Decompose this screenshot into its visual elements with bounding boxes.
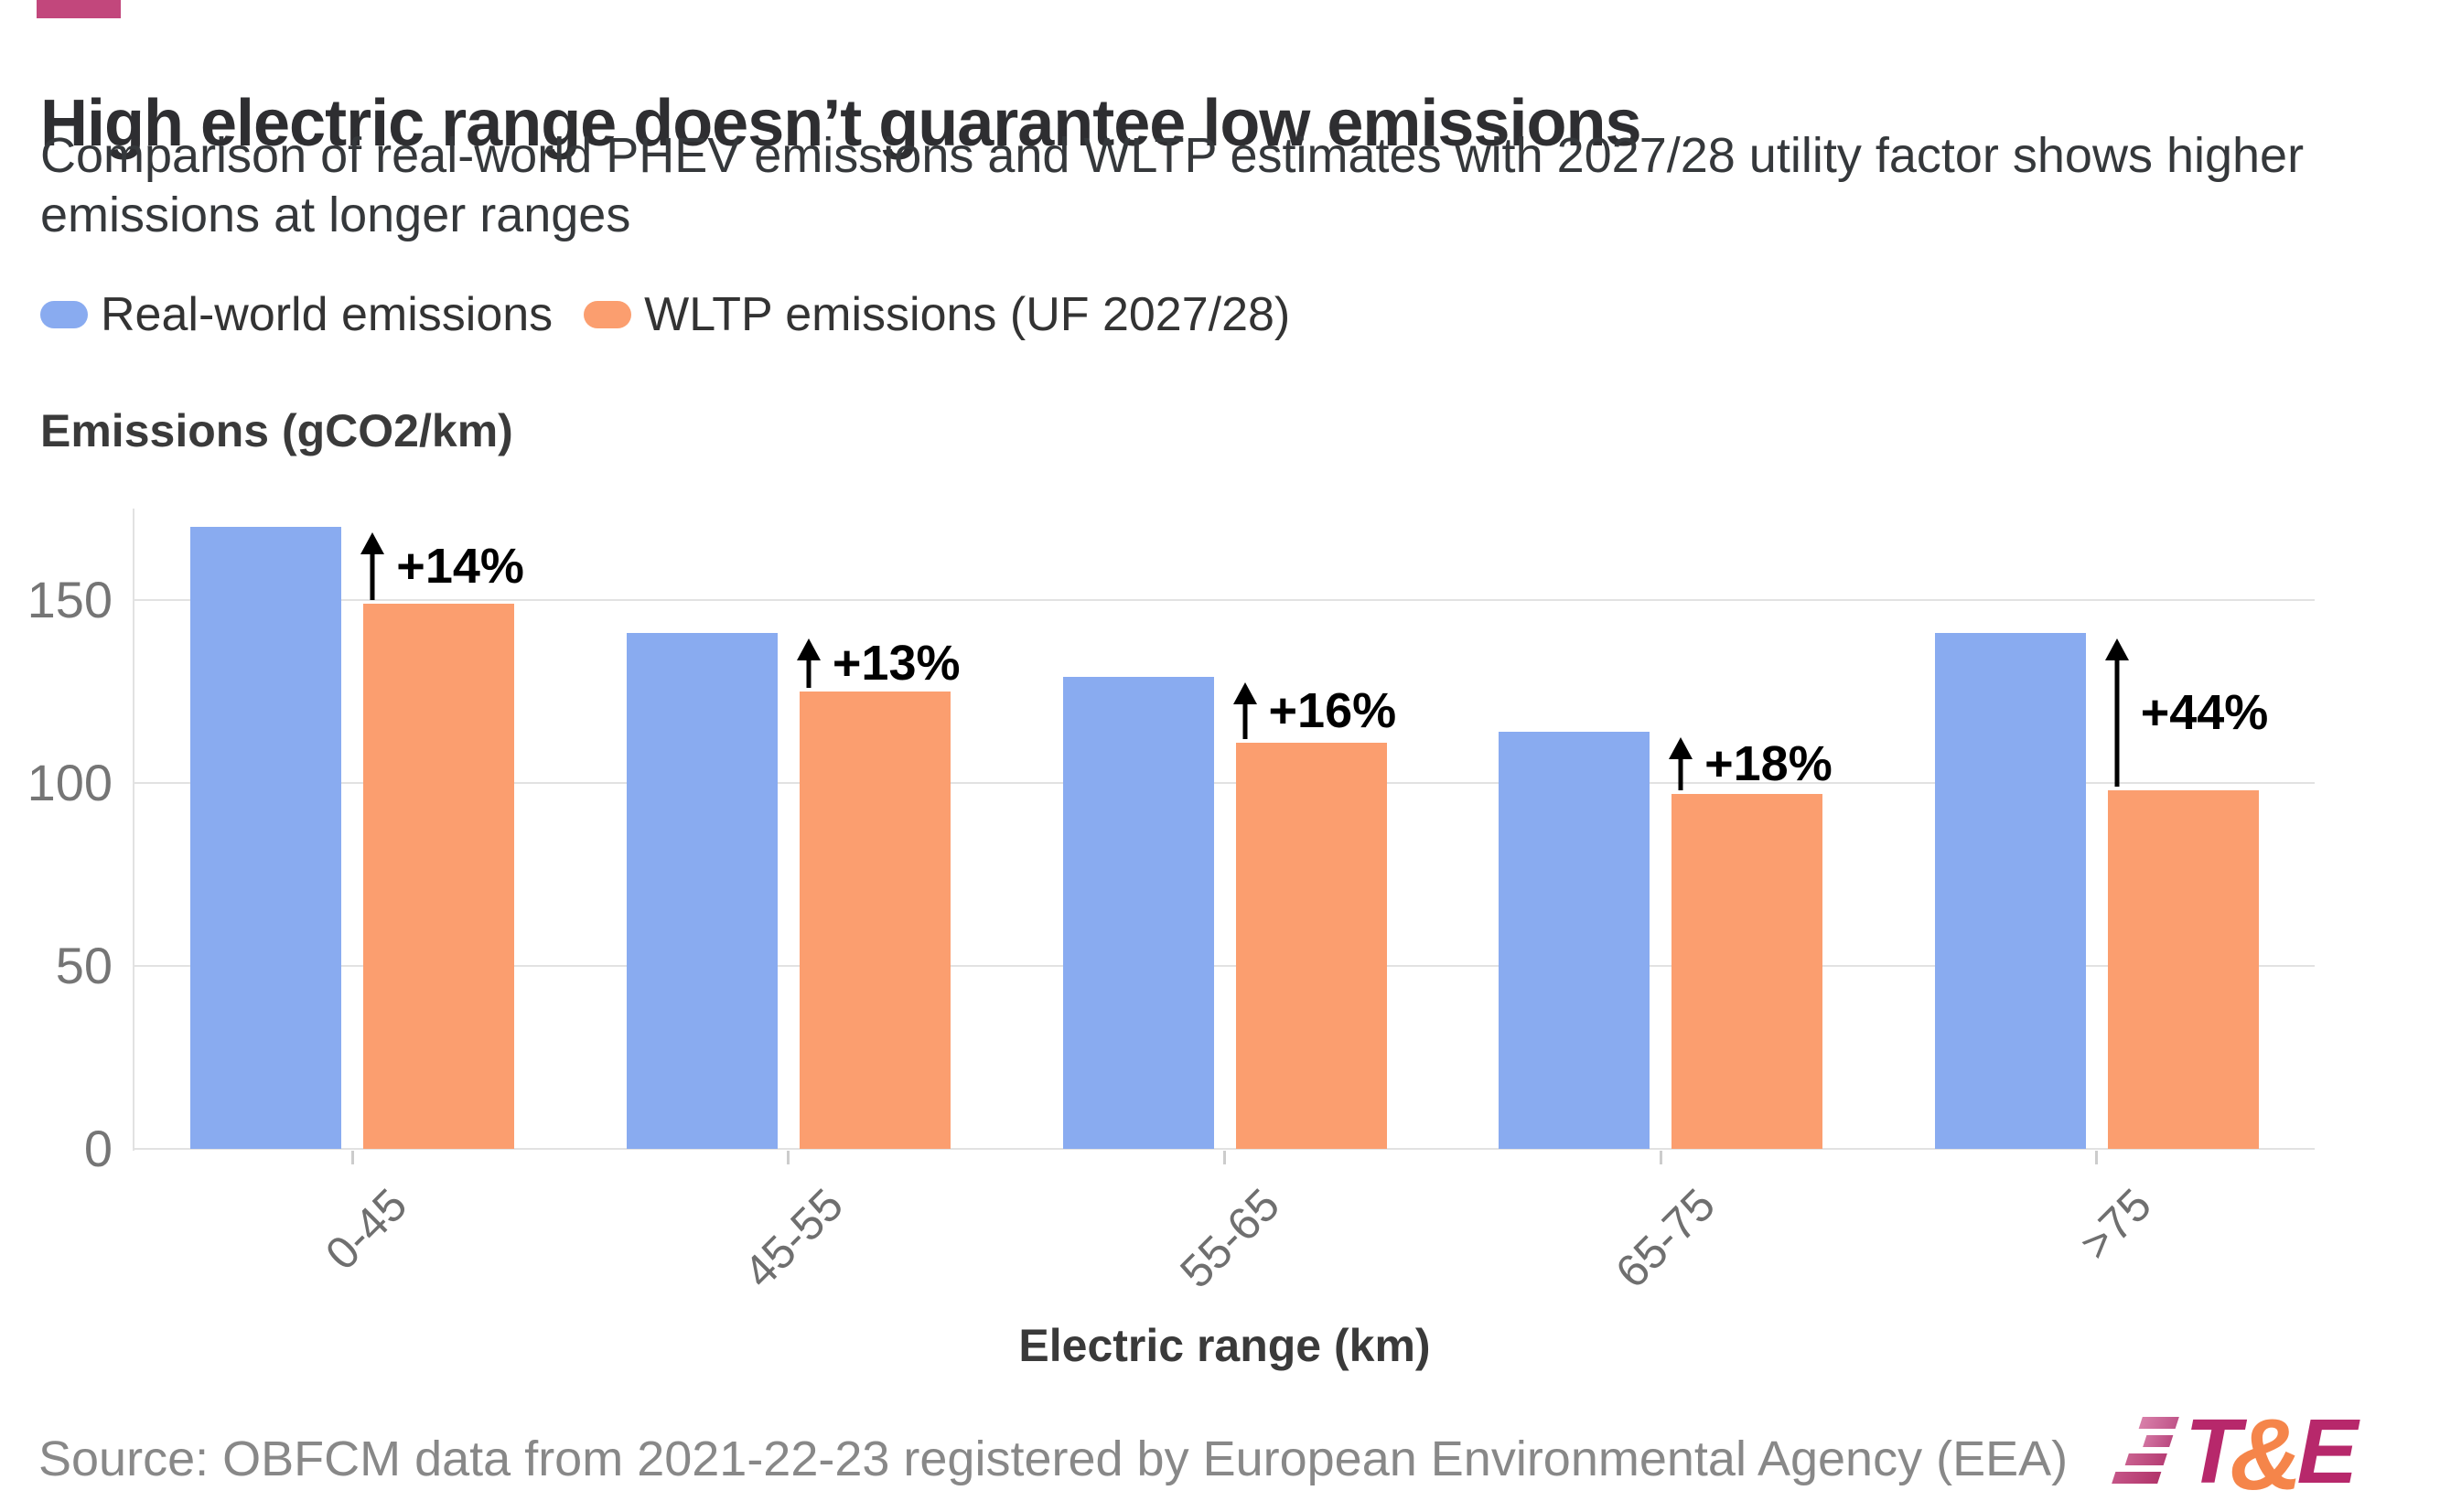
brand-accent-bar: [37, 0, 121, 18]
legend-swatch-real-world-icon: [40, 301, 88, 328]
bar-real-world-55-65[interactable]: [1062, 677, 1214, 1149]
increase-arrow-icon: [360, 532, 385, 600]
bar-wltp->75[interactable]: [2107, 790, 2259, 1149]
y-tick-label: 0: [83, 1120, 113, 1177]
percent-annotation: +16%: [1268, 683, 1397, 738]
x-axis-title: Electric range (km): [1018, 1320, 1431, 1371]
legend-label: Real-world emissions: [101, 288, 554, 341]
x-tick-mark: [787, 1151, 790, 1164]
increase-arrow-icon: [1232, 682, 1257, 739]
legend: Real-world emissions WLTP emissions (UF …: [40, 287, 1290, 342]
percent-annotation: +14%: [396, 539, 524, 594]
percent-annotation: +13%: [832, 636, 961, 691]
legend-label: WLTP emissions (UF 2027/28): [644, 288, 1291, 341]
page-title: High electric range doesn’t guarantee lo…: [40, 87, 1641, 161]
percent-annotation: +18%: [1704, 736, 1833, 791]
gridline-y-100: [134, 782, 2315, 784]
x-tick-label-65-75: 65-75: [1606, 1178, 1725, 1298]
gridline-y-50: [134, 965, 2315, 967]
y-tick-label: 150: [27, 571, 113, 628]
gridline-y-150: [134, 599, 2315, 601]
legend-item-real-world[interactable]: Real-world emissions: [40, 287, 553, 342]
page-subtitle: Comparison of real-world PHEV emissions …: [40, 128, 2305, 242]
x-tick-label-55-65: 55-65: [1169, 1178, 1289, 1298]
x-tick-mark: [1659, 1151, 1662, 1164]
percent-annotation: +44%: [2140, 685, 2269, 740]
y-tick-label: 50: [55, 937, 113, 994]
y-axis-line: [133, 509, 134, 1151]
bar-wltp-45-55[interactable]: [799, 692, 951, 1149]
source-note: Source: OBFCM data from 2021-22-23 regis…: [38, 1432, 2069, 1486]
bar-wltp-55-65[interactable]: [1235, 743, 1387, 1149]
increase-arrow-icon: [1669, 737, 1693, 790]
y-tick-label: 100: [27, 754, 113, 811]
x-tick-label->75: >75: [2069, 1178, 2161, 1271]
increase-arrow-icon: [2104, 638, 2129, 787]
legend-item-wltp[interactable]: WLTP emissions (UF 2027/28): [584, 287, 1290, 342]
gridline-y-0: [134, 1148, 2315, 1150]
bar-chart-plot-area: Electric range (km) 0 50 100 150 +14% 0-45 +13…: [27, 509, 2315, 1371]
bar-wltp-65-75[interactable]: [1671, 794, 1823, 1149]
increase-arrow-icon: [796, 638, 821, 688]
te-logo-text: T & E: [2185, 1399, 2358, 1511]
x-tick-label-0-45: 0-45: [316, 1178, 417, 1281]
x-tick-mark: [350, 1151, 354, 1164]
legend-swatch-wltp-icon: [584, 301, 632, 328]
x-tick-mark: [2095, 1151, 2099, 1164]
te-logo[interactable]: T & E: [2110, 1399, 2358, 1511]
bar-real-world-45-55[interactable]: [626, 633, 778, 1149]
te-logo-stripes-icon: [2099, 1417, 2179, 1485]
bar-real-world->75[interactable]: [1934, 633, 2086, 1149]
bar-wltp-0-45[interactable]: [363, 604, 515, 1149]
bar-real-world-65-75[interactable]: [1499, 732, 1650, 1149]
bar-real-world-0-45[interactable]: [190, 527, 342, 1149]
x-tick-mark: [1223, 1151, 1226, 1164]
y-axis-title: Emissions (gCO2/km): [40, 405, 513, 456]
x-tick-label-45-55: 45-55: [734, 1178, 854, 1298]
